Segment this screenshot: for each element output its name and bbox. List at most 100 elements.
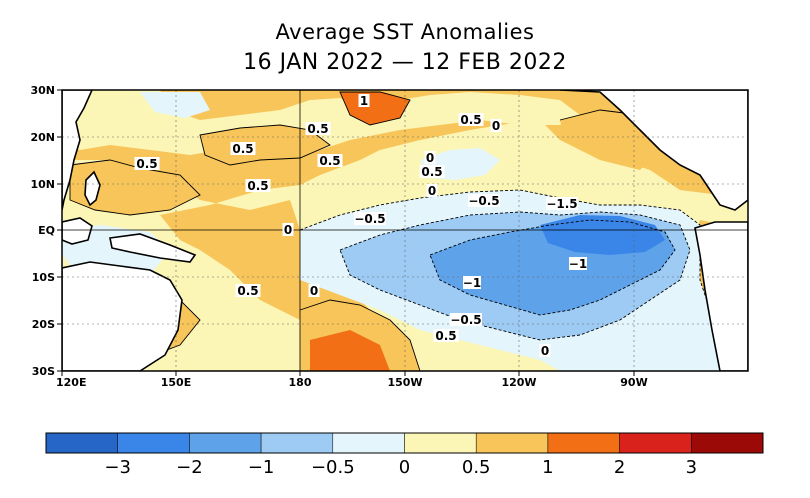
field-orange-west <box>70 160 200 215</box>
lat-tick-label: EQ <box>38 224 55 237</box>
contour-label-bg <box>308 284 320 297</box>
contour-label: −1 <box>463 276 481 290</box>
contour-label-bg <box>458 113 484 126</box>
colorbar-tick-label: −3 <box>104 457 131 478</box>
colorbar-swatch <box>475 432 549 454</box>
colorbar-swatch <box>45 432 118 454</box>
contour-label-bg <box>305 122 331 135</box>
lon-tick-label: 90W <box>620 376 647 389</box>
contour-label: 0.5 <box>435 329 456 343</box>
contour-label-bg <box>354 212 386 225</box>
contour-label-bg <box>569 257 587 270</box>
contour-labels: 10.50.50.50.50.50.50.5 00000−0.5−0.5−0.5−… <box>134 94 587 358</box>
land-masses <box>62 90 748 371</box>
contour-label-bg <box>426 184 438 197</box>
colorbar-swatch <box>117 432 190 454</box>
lat-tick-label: 10S <box>32 271 55 284</box>
field-red-orange-south <box>310 330 390 371</box>
contour-label-bg <box>134 157 160 170</box>
land-north-america <box>559 90 748 211</box>
contour-label-bg <box>235 284 261 297</box>
contour-label-bg <box>433 329 459 342</box>
contour-label: 0.5 <box>421 165 442 179</box>
lat-tick-label: 10N <box>30 178 55 191</box>
contour-label: 0 <box>541 344 549 358</box>
land-borneo <box>62 217 93 245</box>
contour-label-bg <box>468 194 500 207</box>
contour-label-bg <box>317 154 343 167</box>
contour-label-bg <box>450 313 482 326</box>
contour-label-bg <box>419 165 445 178</box>
land-australia <box>62 261 183 371</box>
latitude-axis: 30N 20N 10N EQ 10S 20S 30S <box>30 84 62 378</box>
contour-label-bg <box>245 179 271 192</box>
lat-tick-label: 30N <box>30 84 55 97</box>
contour-label-bg <box>463 276 481 289</box>
lat-tick-label: 30S <box>32 365 55 378</box>
negative-contours <box>299 189 748 341</box>
lon-tick-label: 150W <box>387 376 422 389</box>
contour-label: 0.5 <box>319 154 340 168</box>
land-new-guinea <box>109 233 197 263</box>
colorbar-tick-label: −0.5 <box>311 457 355 478</box>
contour-label: 0.5 <box>307 122 328 136</box>
contour-label: 0.5 <box>232 142 253 156</box>
colorbar-tick-label: −2 <box>176 457 203 478</box>
colorbar-tick-label: 2 <box>614 457 625 478</box>
colorbar-tick-label: 3 <box>686 457 697 478</box>
contour-label: −1 <box>569 257 587 271</box>
lon-tick-label: 180 <box>289 376 312 389</box>
contour-label: 0.5 <box>136 157 157 171</box>
map-subtitle: 16 JAN 2022 — 12 FEB 2022 <box>243 50 567 75</box>
contour-label-bg <box>282 223 294 236</box>
colorbar-tick-label: 1 <box>542 457 553 478</box>
contour-label: 0.5 <box>460 113 481 127</box>
contour-label-bg <box>546 197 578 210</box>
land-asia <box>62 90 93 211</box>
contour-label-bg <box>424 151 436 164</box>
contour-label: −1.5 <box>546 197 577 211</box>
lon-tick-label: 120E <box>56 376 86 389</box>
equator-dateline <box>62 90 748 371</box>
colorbar-tick-label: 0 <box>399 457 410 478</box>
grid-lines <box>62 90 748 371</box>
lon-tick-label: 120W <box>501 376 536 389</box>
contour-label: 0 <box>492 119 500 133</box>
map-title: Average SST Anomalies <box>275 20 535 44</box>
colorbar: −3 −2 −1 −0.5 0 0.5 1 2 3 <box>45 432 764 478</box>
colorbar-swatch <box>547 432 620 454</box>
colorbar-swatch <box>691 432 764 454</box>
colorbar-frame <box>45 432 764 454</box>
contour-label: 0 <box>426 151 434 165</box>
colorbar-tick-label: 0.5 <box>462 457 491 478</box>
contour-label: 0.5 <box>247 179 268 193</box>
colorbar-swatch <box>260 432 334 454</box>
contour-label-bg <box>539 344 551 357</box>
contour-label: −0.5 <box>450 313 481 327</box>
contour-label: 0 <box>284 223 292 237</box>
longitude-axis: 120E 150E 180 150W 120W 90W <box>56 371 648 389</box>
contour-label: 0.5 <box>237 284 258 298</box>
contour-label: −0.5 <box>468 194 499 208</box>
contour-label-bg <box>490 119 502 132</box>
colorbar-tick-label: −1 <box>248 457 275 478</box>
contour-label-bg <box>358 94 370 107</box>
contour-label: 1 <box>360 94 368 108</box>
field-light-cyan-northwest <box>140 92 210 118</box>
contour-label: −0.5 <box>354 212 385 226</box>
contour-label-bg <box>230 142 256 155</box>
colorbar-swatch <box>332 432 405 454</box>
lat-tick-label: 20N <box>30 131 55 144</box>
lon-tick-label: 150E <box>161 376 191 389</box>
colorbar-swatch <box>619 432 692 454</box>
land-philippines <box>84 170 101 207</box>
colorbar-swatch <box>404 432 477 454</box>
contour-label: 0 <box>310 284 318 298</box>
contour-label: 0 <box>428 184 436 198</box>
field-red-orange-north <box>340 92 410 125</box>
anomaly-field <box>62 90 748 371</box>
land-south-america <box>694 221 748 371</box>
colorbar-swatch <box>189 432 262 454</box>
lat-tick-label: 20S <box>32 318 55 331</box>
